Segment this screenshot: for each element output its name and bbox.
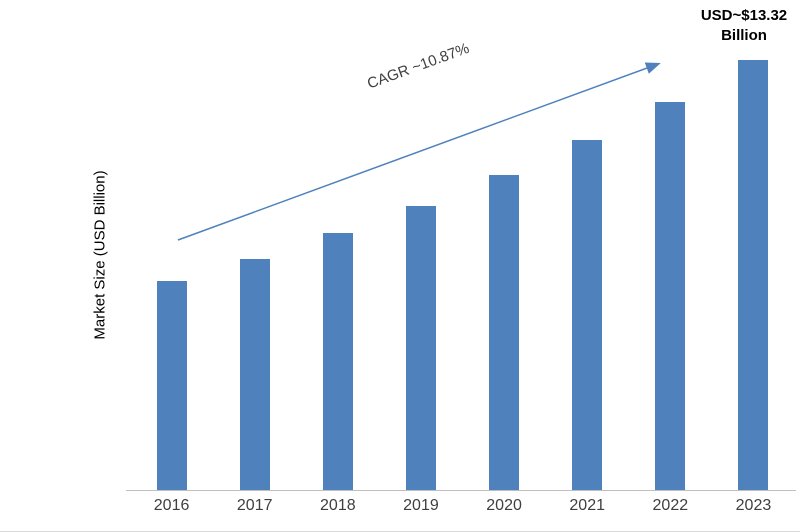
x-tick-label-2017: 2017: [236, 497, 273, 514]
bars-area: [130, 40, 795, 490]
x-tick-label-2019: 2019: [403, 497, 439, 514]
end-value-annotation: USD~$13.32 Billion: [688, 6, 800, 45]
x-tick-label-2020: 2020: [486, 497, 522, 514]
x-tick-label-2016: 2016: [153, 497, 190, 514]
x-tick-label-2018: 2018: [320, 497, 356, 514]
bar-2021: [572, 140, 603, 490]
bar-2017: [239, 259, 270, 490]
bar-2022: [655, 102, 686, 490]
x-tick-label-2023: 2023: [735, 497, 772, 514]
x-axis-line: [126, 490, 796, 491]
y-axis-label: Market Size (USD Billion): [91, 170, 109, 340]
end-value-line2: Billion: [721, 26, 767, 44]
bar-2023: [738, 60, 769, 490]
bar-2019: [405, 206, 436, 490]
bar-2016: [156, 281, 187, 490]
x-axis-labels: 2016 2017 2018 2019 2020 2021 2022 2023: [130, 497, 795, 515]
x-tick-label-2022: 2022: [652, 497, 689, 514]
x-tick-label-2021: 2021: [569, 497, 605, 514]
end-value-line1: USD~$13.32: [700, 7, 788, 24]
bar-2018: [322, 233, 353, 490]
bar-2020: [489, 175, 520, 490]
